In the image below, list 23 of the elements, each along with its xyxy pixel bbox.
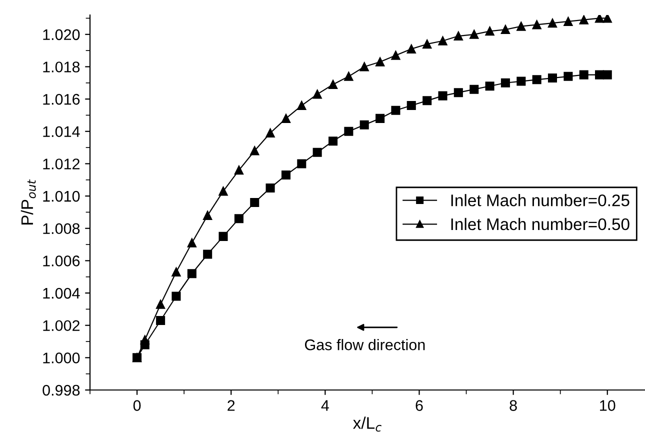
y-tick-label: 1.008: [43, 223, 80, 234]
annotation: Gas flow direction: [305, 339, 425, 350]
x-tick-label: 6: [416, 400, 423, 411]
x-axis-title: x/L$_{c}$: [353, 416, 382, 432]
y-tick-label: 1.018: [43, 62, 80, 72]
y-tick-label: 1.014: [43, 126, 80, 138]
y-tick-label: 1.012: [43, 158, 80, 170]
y-tick-label: 1.006: [43, 256, 80, 266]
x-tick-label: 10: [600, 400, 616, 411]
x-tick-label: 4: [321, 400, 329, 411]
legend-label: Inlet Mach number=0.25: [451, 194, 630, 206]
y-tick-label: 1.010: [43, 190, 80, 202]
x-tick-label: 2: [228, 400, 235, 411]
y-axis-title: P/P$_{out}$: [20, 179, 36, 224]
y-tick-label: 0.998: [42, 384, 80, 396]
x-tick-label: 0: [133, 400, 141, 411]
y-tick-label: 1.016: [43, 94, 80, 105]
y-tick-label: 1.004: [43, 288, 80, 299]
legend-label: Inlet Mach number=0.50: [451, 218, 630, 230]
y-tick-label: 1.002: [43, 320, 80, 332]
y-tick-label: 1.020: [43, 29, 80, 40]
y-tick-label: 1.000: [43, 352, 80, 364]
x-tick-label: 8: [510, 400, 517, 411]
